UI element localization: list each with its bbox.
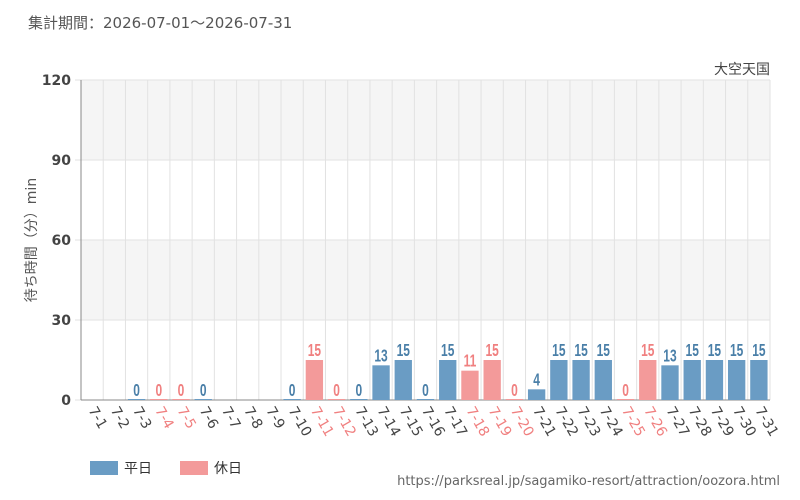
data-label-7-14: 13 [374,347,387,366]
data-label-7-25: 0 [622,382,629,401]
legend-weekday-label: 平日 [124,461,152,477]
bar-7-11 [305,360,324,400]
data-label-7-5: 0 [178,382,185,401]
data-label-7-4: 0 [155,382,162,401]
data-label-7-26: 15 [641,342,654,361]
data-label-7-27: 13 [663,347,676,366]
data-label-7-21: 4 [533,371,540,390]
bar-7-15 [394,360,412,400]
x-tick-7-5: 7-5 [174,404,199,432]
bar-7-25 [616,399,635,400]
bar-7-5 [172,399,190,400]
data-label-7-29: 15 [708,342,721,361]
x-tick-7-31: 7-31 [751,404,781,440]
data-label-7-17: 15 [441,342,454,361]
y-tick-labels: 0 30 60 90 120 [42,73,71,409]
bar-7-26 [639,360,657,400]
x-tick-labels: 7-17-27-37-47-57-67-77-87-97-107-117-127… [85,404,782,440]
bar-7-13 [350,399,368,400]
bar-7-18 [461,370,479,400]
x-tick-7-7: 7-7 [218,404,243,432]
bar-7-24 [594,360,612,400]
bar-7-22 [550,360,568,400]
bar-7-14 [372,365,390,400]
chart-title: 大空天国 [714,62,770,78]
data-label-7-30: 15 [730,342,743,361]
bar-7-6 [194,399,212,400]
data-label-7-13: 0 [355,382,362,401]
bar-7-31 [750,360,768,400]
data-label-7-18: 11 [464,353,477,372]
chart-bars [127,360,768,400]
bar-7-29 [705,360,724,400]
legend-holiday-label: 休日 [214,461,242,477]
data-label-7-6: 0 [200,382,207,401]
x-tick-7-4: 7-4 [151,404,176,432]
legend-weekday-swatch [90,461,118,475]
data-label-7-12: 0 [333,382,340,401]
x-tick-7-8: 7-8 [240,404,265,432]
bar-7-30 [727,360,746,400]
bar-7-17 [439,360,457,400]
data-label-7-11: 15 [308,342,321,361]
bar-7-16 [416,399,435,400]
data-label-7-10: 0 [289,382,296,401]
data-label-7-3: 0 [133,382,140,401]
bar-7-23 [572,360,590,400]
x-tick-7-2: 7-2 [107,404,132,432]
legend-holiday-swatch [180,461,208,475]
data-label-7-31: 15 [752,342,765,361]
bar-7-19 [483,360,501,400]
chart-bands [81,80,770,320]
bar-7-20 [505,399,524,400]
x-tick-7-3: 7-3 [129,404,154,432]
y-tick-label: 120 [42,73,71,89]
bar-7-10 [283,399,301,400]
x-tick-7-1: 7-1 [85,404,110,432]
bar-7-27 [661,365,679,400]
data-label-7-24: 15 [597,342,610,361]
legend: 平日 休日 [90,458,242,478]
data-label-7-20: 0 [511,382,518,401]
bar-7-12 [327,399,346,400]
data-label-7-28: 15 [686,342,699,361]
bar-7-28 [683,360,701,400]
y-axis-label: 待ち時間（分）min [24,178,40,302]
period-label: 集計期間：2026-07-01～2026-07-31 [28,14,293,32]
x-tick-7-9: 7-9 [262,404,287,432]
source-url: https://parksreal.jp/sagamiko-resort/att… [397,474,780,489]
chart-band [81,240,770,320]
bar-7-21 [527,389,546,400]
data-label-7-19: 15 [486,342,499,361]
chart-band [81,80,770,160]
data-label-7-22: 15 [552,342,565,361]
data-label-7-16: 0 [422,382,429,401]
y-tick-label: 60 [52,233,72,249]
y-tick-label: 90 [52,153,72,169]
data-label-7-15: 15 [397,342,410,361]
y-tick-label: 30 [52,313,72,329]
bar-7-3 [127,399,146,400]
y-tick-label: 0 [61,393,71,409]
data-label-7-23: 15 [574,342,587,361]
bar-7-4 [150,399,168,400]
x-tick-7-6: 7-6 [196,404,221,432]
